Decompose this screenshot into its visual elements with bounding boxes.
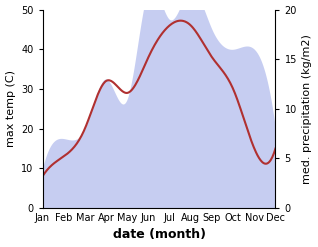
Y-axis label: max temp (C): max temp (C): [5, 70, 16, 147]
X-axis label: date (month): date (month): [113, 228, 205, 242]
Y-axis label: med. precipitation (kg/m2): med. precipitation (kg/m2): [302, 34, 313, 184]
